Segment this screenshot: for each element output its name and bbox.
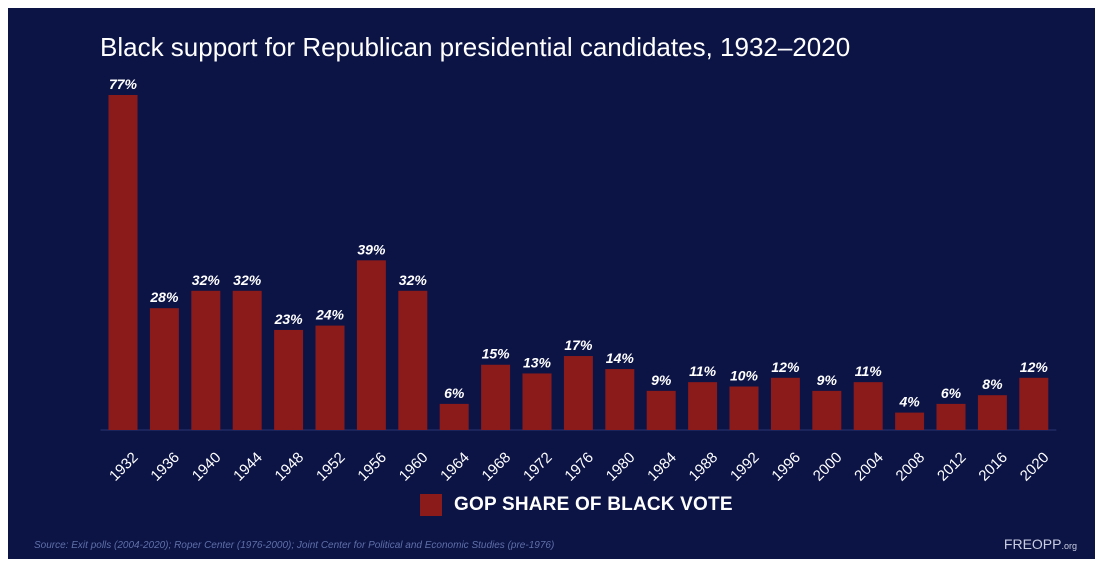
data-label-1960: 32% — [399, 272, 428, 288]
data-label-2004: 11% — [855, 363, 883, 379]
data-label-2016: 8% — [982, 376, 1003, 392]
data-label-1980: 14% — [606, 350, 635, 366]
x-tick-1992: 1992 — [727, 449, 763, 485]
data-label-1988: 11% — [689, 363, 717, 379]
data-label-2000: 9% — [817, 372, 838, 388]
data-label-1992: 10% — [730, 367, 759, 383]
bar-1992 — [729, 386, 759, 430]
x-tick-1944: 1944 — [230, 449, 266, 485]
x-tick-2012: 2012 — [934, 449, 970, 485]
bar-1952 — [315, 325, 345, 430]
bar-2004 — [853, 382, 883, 430]
x-tick-1940: 1940 — [189, 449, 225, 485]
x-tick-1968: 1968 — [479, 449, 515, 485]
data-label-1964: 6% — [444, 385, 465, 401]
legend-label: GOP SHARE OF BLACK VOTE — [454, 494, 733, 515]
chart-title: Black support for Republican presidentia… — [100, 32, 851, 62]
logo-main: FREOPP — [1003, 536, 1062, 552]
bar-1944 — [232, 290, 262, 430]
bar-2012 — [936, 403, 966, 430]
bar-1996 — [770, 377, 800, 430]
x-tick-1964: 1964 — [437, 449, 473, 485]
bar-chart: 77% 1932 28% 1936 32% 1940 32% 1944 23% 1948 24% 19… — [100, 76, 1057, 485]
x-tick-2008: 2008 — [893, 449, 929, 485]
bar-2016 — [977, 395, 1007, 430]
x-tick-1984: 1984 — [644, 449, 680, 485]
data-label-1968: 15% — [482, 346, 511, 362]
x-tick-1948: 1948 — [272, 449, 308, 485]
x-tick-1980: 1980 — [603, 449, 639, 485]
bar-1964 — [439, 403, 469, 430]
x-tick-2020: 2020 — [1017, 449, 1053, 485]
data-label-1984: 9% — [651, 372, 672, 388]
legend-swatch — [420, 494, 442, 516]
bar-1956 — [356, 260, 386, 430]
bar-2008 — [895, 412, 925, 430]
data-label-1952: 24% — [315, 307, 345, 323]
bar-1936 — [149, 308, 179, 430]
data-label-1972: 13% — [523, 354, 552, 370]
x-tick-1988: 1988 — [686, 449, 722, 485]
x-tick-1960: 1960 — [396, 449, 432, 485]
x-tick-2016: 2016 — [975, 449, 1011, 485]
bar-1940 — [191, 290, 221, 430]
data-label-1936: 28% — [149, 289, 179, 305]
data-label-1932: 77% — [109, 76, 138, 92]
x-tick-1956: 1956 — [354, 449, 390, 485]
bar-1984 — [646, 390, 676, 430]
x-tick-1936: 1936 — [147, 449, 183, 485]
data-label-1948: 23% — [274, 311, 304, 327]
x-tick-2000: 2000 — [810, 449, 846, 485]
bar-1932 — [108, 95, 138, 430]
bar-1968 — [481, 364, 511, 430]
bar-1980 — [605, 369, 635, 430]
x-tick-1972: 1972 — [520, 449, 556, 485]
data-label-2020: 12% — [1020, 359, 1049, 375]
bar-1976 — [563, 356, 593, 430]
bar-1988 — [688, 382, 718, 430]
logo-tld: .org — [1061, 541, 1077, 551]
data-label-1944: 32% — [233, 272, 262, 288]
bar-1972 — [522, 373, 552, 430]
data-label-2012: 6% — [941, 385, 962, 401]
x-tick-2004: 2004 — [851, 449, 887, 485]
data-label-1996: 12% — [771, 359, 800, 375]
x-tick-1996: 1996 — [768, 449, 804, 485]
x-tick-1952: 1952 — [313, 449, 349, 485]
chart-panel: Black support for Republican presidentia… — [8, 8, 1095, 559]
source-note: Source: Exit polls (2004-2020); Roper Ce… — [34, 540, 555, 551]
bar-2000 — [812, 390, 842, 430]
data-label-2008: 4% — [898, 394, 920, 410]
data-label-1956: 39% — [357, 241, 386, 257]
data-label-1976: 17% — [564, 337, 593, 353]
bar-1960 — [398, 290, 428, 430]
data-label-1940: 32% — [192, 272, 221, 288]
x-tick-1976: 1976 — [561, 449, 597, 485]
legend: GOP SHARE OF BLACK VOTE — [420, 494, 733, 516]
bar-1948 — [274, 329, 304, 430]
freopp-logo: FREOPP.org — [1004, 536, 1077, 552]
bar-2020 — [1019, 377, 1049, 430]
x-tick-1932: 1932 — [106, 449, 142, 485]
